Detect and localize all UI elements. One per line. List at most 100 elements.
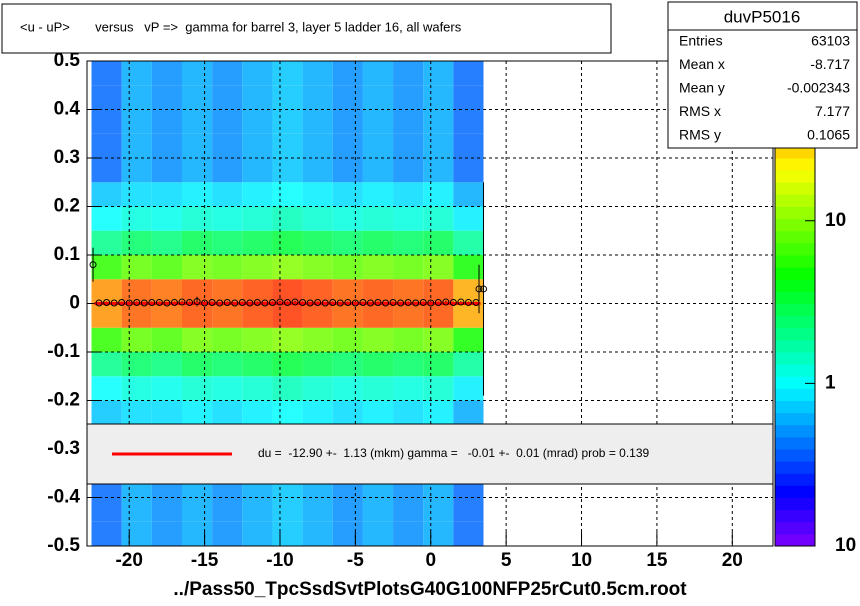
heatmap-cell (393, 230, 424, 255)
profile-point (475, 285, 483, 293)
heatmap-cell (181, 182, 213, 207)
profile-point (186, 299, 194, 307)
heatmap-cell (242, 255, 273, 280)
profile-point (457, 298, 465, 306)
colorbar-step (775, 436, 815, 450)
profile-point (382, 299, 390, 307)
heatmap-cell (212, 400, 243, 425)
heatmap-cell (91, 497, 122, 522)
heatmap-cell (272, 133, 303, 158)
heatmap-cell (453, 400, 484, 425)
colorbar-step (775, 242, 815, 256)
profile-point (291, 298, 299, 306)
z-tick-label: 10 (835, 535, 856, 556)
heatmap-cell (181, 352, 213, 377)
heatmap-cell (302, 327, 333, 352)
heatmap-cell (151, 230, 182, 255)
heatmap-cell (362, 109, 394, 134)
heatmap-cell (393, 158, 424, 183)
stats-value: -8.717 (810, 56, 850, 72)
heatmap-cell (151, 61, 182, 86)
heatmap-cell (151, 133, 182, 158)
colorbar-step (775, 485, 815, 498)
heatmap-cell (332, 327, 363, 352)
colorbar-step (775, 521, 815, 535)
heatmap-cell (302, 85, 333, 110)
heatmap-cell (151, 303, 182, 328)
heatmap-cell (423, 400, 454, 425)
z-tick-label: 10 (825, 210, 846, 231)
heatmap-cell (332, 521, 363, 546)
heatmap-cell (332, 303, 363, 328)
profile-point (374, 299, 382, 307)
heatmap-cell (121, 303, 152, 328)
heatmap-cell (302, 230, 333, 255)
colorbar-step (775, 291, 815, 304)
heatmap-cell (151, 352, 182, 377)
profile-point (238, 299, 246, 307)
colorbar-step (775, 533, 815, 547)
heatmap-cell (302, 61, 333, 86)
heatmap-cell (272, 255, 303, 280)
profile-point (216, 299, 224, 307)
stats-name: Mean x (679, 56, 725, 72)
heatmap-cell (423, 303, 454, 328)
heatmap-cell (332, 376, 363, 401)
heatmap-cell (212, 61, 243, 86)
heatmap-cell (151, 85, 182, 110)
heatmap-cell (121, 182, 152, 207)
heatmap-cell (302, 158, 333, 183)
profile-point (261, 299, 269, 307)
profile-point (284, 299, 292, 307)
heatmap-cell (181, 497, 213, 522)
heatmap-cell (91, 109, 122, 134)
heatmap-cell (302, 521, 333, 546)
x-axis-title: ../Pass50_TpcSsdSvtPlotsG40G100NFP25rCut… (173, 579, 687, 600)
heatmap-cell (242, 206, 273, 231)
heatmap-cell (362, 61, 394, 86)
heatmap-cell (393, 303, 424, 328)
heatmap-cell (423, 327, 454, 352)
y-tick-label: 0.4 (54, 99, 81, 120)
y-tick-label: 0.2 (54, 196, 80, 217)
heatmap-cell (91, 352, 122, 377)
profile-point (89, 261, 97, 269)
profile-point (125, 299, 133, 307)
heatmap-cell (302, 303, 333, 328)
heatmap-cell (423, 497, 454, 522)
heatmap-cell (151, 327, 182, 352)
heatmap-cell (212, 303, 243, 328)
colorbar-step (775, 279, 815, 292)
heatmap-cell (212, 497, 243, 522)
profile-point (133, 299, 141, 307)
heatmap-cell (393, 133, 424, 158)
heatmap-cell (151, 376, 182, 401)
heatmap-cell (91, 255, 122, 280)
stats-name: Entries (679, 33, 723, 49)
heatmap-cell (423, 85, 454, 110)
profile-point (155, 299, 163, 307)
heatmap-cell (121, 230, 152, 255)
heatmap-cell (272, 158, 303, 183)
profile-point (110, 299, 118, 307)
heatmap-cell (362, 352, 394, 377)
heatmap-cell (181, 109, 213, 134)
profile-point (201, 299, 209, 307)
profile-point (148, 299, 156, 307)
heatmap-cell (91, 230, 122, 255)
colorbar-step (775, 255, 815, 268)
profile-point (449, 299, 457, 307)
colorbar-step (775, 473, 815, 486)
heatmap-cell (91, 182, 122, 207)
profile-point (480, 285, 488, 293)
heatmap-cell (242, 109, 273, 134)
x-tick-label: -5 (347, 550, 364, 571)
profile-point (178, 298, 186, 306)
y-tick-label: 0.5 (54, 50, 81, 71)
heatmap-cell (121, 352, 152, 377)
stats-name: RMS x (679, 103, 721, 119)
heatmap-cell (151, 521, 182, 546)
heatmap-cell (91, 327, 122, 352)
x-tick-label: -10 (266, 550, 293, 571)
